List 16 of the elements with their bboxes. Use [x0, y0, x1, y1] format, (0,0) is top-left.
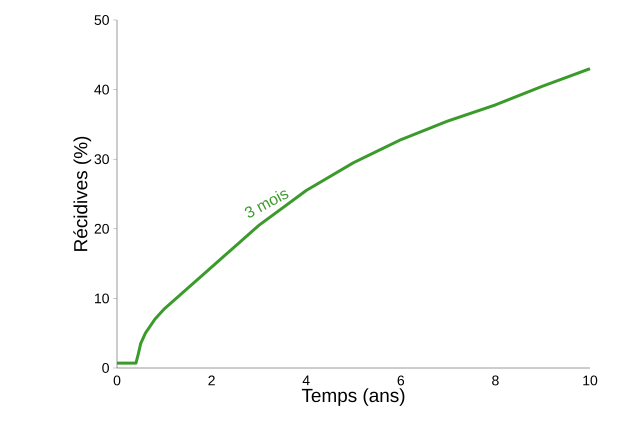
x-axis-title: Temps (ans) [302, 388, 404, 406]
y-tick-label: 0 [102, 363, 109, 373]
y-axis-title: Récidives (%) [73, 136, 92, 251]
x-tick-label: 0 [114, 376, 120, 386]
y-tick-label: 40 [94, 84, 109, 95]
x-tick-label: 4 [302, 376, 310, 386]
y-tick-label: 10 [95, 293, 109, 304]
x-tick-label: 2 [208, 376, 215, 386]
y-tick-label: 30 [94, 154, 109, 164]
y-tick-label: 20 [94, 224, 109, 234]
y-tick-label: 50 [94, 15, 109, 25]
x-tick-label: 6 [398, 376, 404, 386]
line-series [116, 67, 592, 365]
x-tick-label: 8 [492, 376, 499, 386]
x-tick-label: 10 [583, 376, 598, 386]
text: 3 mois [244, 190, 288, 218]
